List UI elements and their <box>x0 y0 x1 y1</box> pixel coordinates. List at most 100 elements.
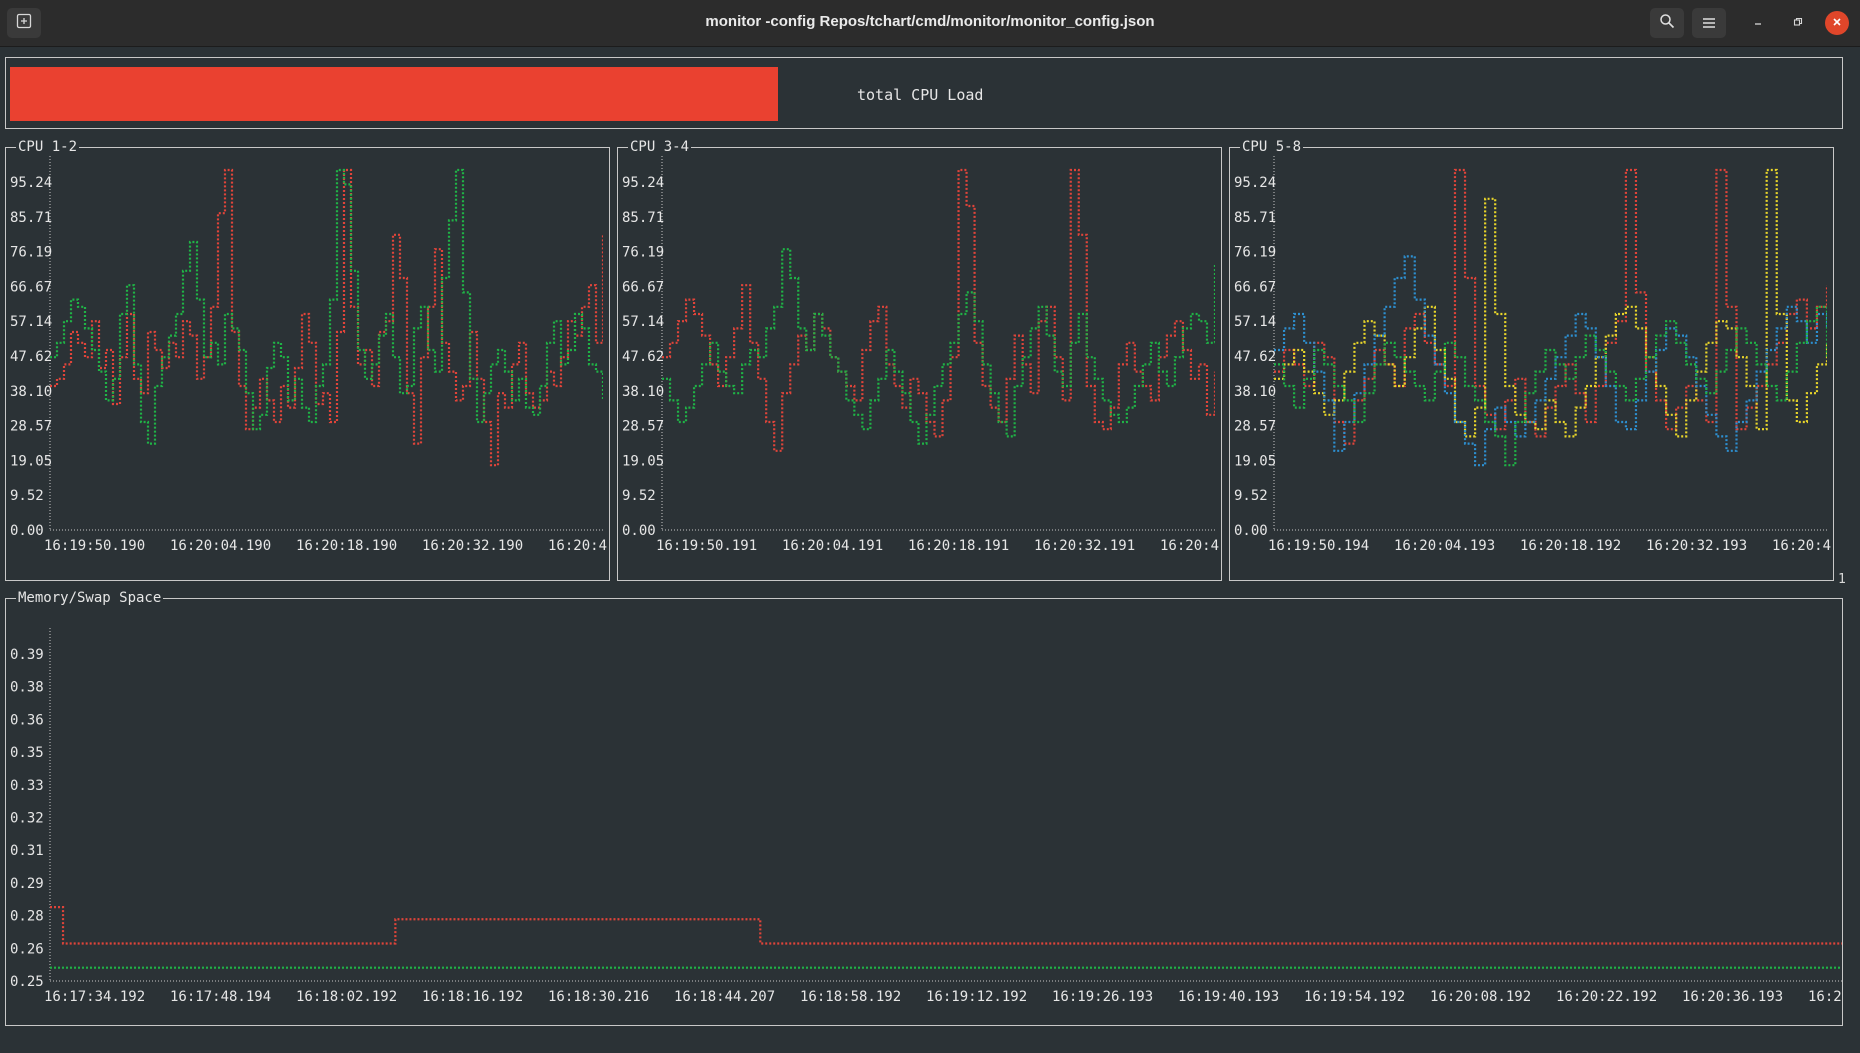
x-tick-label: 16:19:54.192 <box>1304 989 1405 1005</box>
chart-title: CPU 1-2 <box>16 139 80 155</box>
y-tick-label: 0.36 <box>10 712 44 728</box>
x-tick-label: 16:19:50.191 <box>656 538 757 554</box>
chart-panel-cpu-3-4: CPU 3-4 95.24 85.71 76.19 66.67 57.14 47.62 38… <box>617 139 1222 581</box>
y-tick-label: 57.14 <box>1234 314 1276 330</box>
y-tick-label: 47.62 <box>10 349 52 365</box>
cpu-1-2-chart: 95.24 85.71 76.19 66.67 57.14 47.62 38.10 28.57… <box>10 156 607 554</box>
y-tick-label: 0.38 <box>10 680 44 696</box>
y-tick-label: 0.00 <box>1234 523 1268 539</box>
y-tick-label: 9.52 <box>10 488 44 504</box>
y-tick-label: 0.32 <box>10 811 44 827</box>
x-tick-label: 16:18:30.216 <box>548 989 649 1005</box>
x-tick-label: 16:19:50.194 <box>1268 538 1369 554</box>
y-tick-label: 47.62 <box>622 349 664 365</box>
gauge-label: total CPU Load <box>857 86 984 104</box>
y-tick-label: 66.67 <box>622 279 664 295</box>
series-line-green <box>1274 305 1827 467</box>
x-tick-label: 16:2 <box>1808 989 1842 1005</box>
y-tick-label: 85.71 <box>622 210 664 226</box>
y-tick-label: 19.05 <box>10 453 52 469</box>
y-tick-label: 57.14 <box>622 314 664 330</box>
y-tick-label: 66.67 <box>1234 279 1276 295</box>
y-tick-label: 0.28 <box>10 909 44 925</box>
x-tick-label: 16:20:32.190 <box>422 538 523 554</box>
close-icon <box>1832 16 1842 30</box>
series-line-green <box>662 248 1215 445</box>
chart-title: CPU 5-8 <box>1240 139 1304 155</box>
y-tick-label: 28.57 <box>10 419 52 435</box>
y-tick-label: 95.24 <box>1234 175 1276 191</box>
new-tab-button[interactable] <box>7 8 41 38</box>
right-edge-marker: 1 <box>1838 572 1846 587</box>
chart-panel-cpu-1-2: CPU 1-2 95.24 85.71 76.19 66.67 57.14 47.62 38… <box>5 139 610 581</box>
restore-button[interactable] <box>1786 11 1810 35</box>
menu-button[interactable] <box>1692 8 1726 38</box>
y-tick-label: 0.33 <box>10 778 44 794</box>
x-tick-label: 16:20:36.193 <box>1682 989 1783 1005</box>
x-tick-label: 16:18:58.192 <box>800 989 901 1005</box>
cpu-gauge-panel: total CPU Load <box>5 57 1843 129</box>
minimize-icon <box>1753 16 1763 31</box>
x-tick-label: 16:20:18.192 <box>1520 538 1621 554</box>
y-tick-label: 38.10 <box>622 384 664 400</box>
x-tick-label: 16:20:32.191 <box>1034 538 1135 554</box>
x-tick-label: 16:19:26.193 <box>1052 989 1153 1005</box>
restore-icon <box>1793 16 1803 31</box>
y-tick-label: 0.31 <box>10 843 44 859</box>
y-tick-label: 57.14 <box>10 314 52 330</box>
y-tick-label: 95.24 <box>10 175 52 191</box>
search-button[interactable] <box>1650 8 1684 38</box>
y-tick-label: 28.57 <box>622 419 664 435</box>
y-tick-label: 9.52 <box>622 488 656 504</box>
x-tick-label: 16:20:4 <box>548 538 607 554</box>
new-tab-icon <box>16 13 32 33</box>
series-line-yellow <box>1274 168 1827 438</box>
terminal-area: total CPU Load CPU 1-2 95.24 85.71 76.19 66… <box>0 47 1860 1053</box>
x-tick-label: 16:18:02.192 <box>296 989 397 1005</box>
y-tick-label: 28.57 <box>1234 419 1276 435</box>
y-tick-label: 95.24 <box>622 175 664 191</box>
y-tick-label: 0.35 <box>10 745 44 761</box>
y-tick-label: 0.00 <box>622 523 656 539</box>
x-tick-label: 16:18:16.192 <box>422 989 523 1005</box>
y-tick-label: 0.39 <box>10 647 44 663</box>
y-tick-label: 38.10 <box>10 384 52 400</box>
x-tick-label: 16:20:4 <box>1160 538 1219 554</box>
window-title: monitor -config Repos/tchart/cmd/monitor… <box>705 13 1155 30</box>
y-tick-label: 9.52 <box>1234 488 1268 504</box>
x-tick-label: 16:17:34.192 <box>44 989 145 1005</box>
minimize-button[interactable] <box>1746 11 1770 35</box>
series-line-blue <box>1274 255 1827 467</box>
x-tick-label: 16:20:4 <box>1772 538 1831 554</box>
x-tick-label: 16:20:18.190 <box>296 538 397 554</box>
close-button[interactable] <box>1825 11 1849 35</box>
chart-panel-cpu-5-8: CPU 5-8 95.24 85.71 76.19 66.67 57.14 47.62 38… <box>1229 139 1834 581</box>
x-tick-label: 16:18:44.207 <box>674 989 775 1005</box>
y-tick-label: 0.29 <box>10 876 44 892</box>
y-tick-label: 85.71 <box>1234 210 1276 226</box>
y-tick-label: 76.19 <box>10 245 52 261</box>
series-line-red <box>662 168 1215 452</box>
y-tick-label: 19.05 <box>1234 453 1276 469</box>
x-tick-label: 16:20:04.190 <box>170 538 271 554</box>
cpu-5-8-chart: 95.24 85.71 76.19 66.67 57.14 47.62 38.10 28.57… <box>1234 156 1831 554</box>
y-tick-label: 47.62 <box>1234 349 1276 365</box>
x-tick-label: 16:20:22.192 <box>1556 989 1657 1005</box>
series-line-red <box>50 906 1842 945</box>
y-tick-label: 0.25 <box>10 974 44 990</box>
window-titlebar: monitor -config Repos/tchart/cmd/monitor… <box>0 0 1860 47</box>
x-tick-label: 16:20:04.191 <box>782 538 883 554</box>
x-tick-label: 16:20:08.192 <box>1430 989 1531 1005</box>
y-tick-label: 19.05 <box>622 453 664 469</box>
x-tick-label: 16:20:04.193 <box>1394 538 1495 554</box>
chart-title: CPU 3-4 <box>628 139 692 155</box>
x-tick-label: 16:19:40.193 <box>1178 989 1279 1005</box>
memory-swap-chart: 0.39 0.38 0.36 0.35 0.33 0.32 0.31 0.29 0.28 0.26… <box>10 628 1842 1005</box>
y-tick-label: 0.00 <box>10 523 44 539</box>
y-tick-label: 38.10 <box>1234 384 1276 400</box>
y-tick-label: 0.26 <box>10 941 44 957</box>
series-line-green <box>50 168 603 445</box>
hamburger-menu-icon <box>1702 14 1716 33</box>
search-icon <box>1659 13 1675 33</box>
y-tick-label: 76.19 <box>622 245 664 261</box>
